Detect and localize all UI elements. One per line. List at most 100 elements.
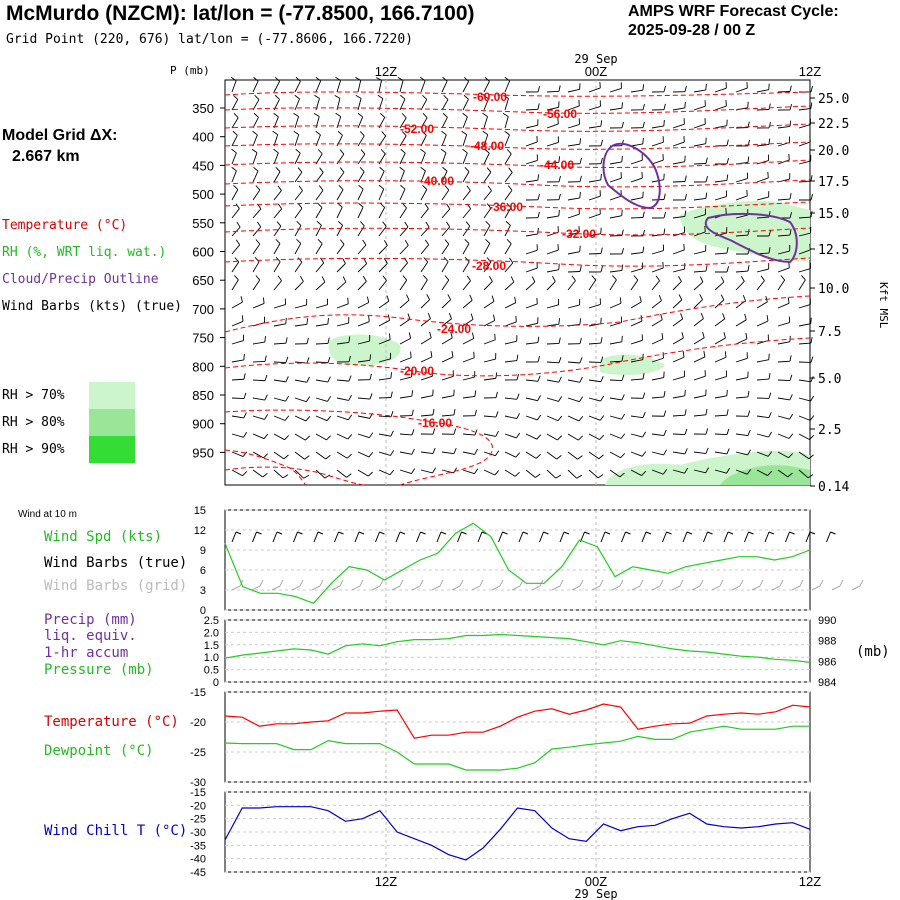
surface-barb-feather — [789, 531, 795, 535]
wind-barb-feather — [305, 435, 310, 441]
panel-tick-label: 1.5 — [204, 640, 219, 652]
wind-barb-staff — [567, 105, 580, 111]
wind-barb-feather — [663, 410, 667, 417]
height-axis-label: Kft MSL — [877, 282, 890, 329]
wind-barb-feather — [726, 409, 729, 416]
wind-barb-staff — [420, 261, 429, 273]
wind-barb-feather — [254, 95, 260, 100]
wind-barb-feather — [296, 238, 302, 244]
wind-barb-feather — [789, 413, 794, 420]
wind-barb-feather — [515, 452, 521, 458]
wind-barb-staff — [336, 341, 349, 345]
wind-barb-staff — [399, 207, 407, 219]
wind-barb-feather — [726, 174, 729, 181]
wind-barb-feather — [663, 193, 666, 200]
wind-barb-staff — [693, 299, 703, 309]
wind-barb-staff — [504, 207, 512, 219]
contour-minus36 — [224, 201, 811, 210]
wind-barb-feather — [556, 455, 562, 460]
wind-barb-staff — [231, 378, 245, 381]
grid-barb-feather — [739, 579, 744, 587]
wind-barb-feather — [432, 428, 436, 435]
wind-barb-staff — [294, 451, 305, 460]
wind-barb-feather — [621, 229, 624, 236]
wind-barb-staff — [756, 415, 769, 419]
bottom-date-label: 29 Sep — [574, 887, 617, 900]
wind-barb-feather — [663, 211, 666, 219]
wind-barb-feather — [461, 130, 467, 135]
wind-barb-feather — [642, 103, 645, 110]
wind-barb-feather — [263, 433, 269, 439]
wind-barb-feather — [535, 473, 541, 478]
wind-barb-feather — [348, 414, 353, 421]
wind-barb-feather — [489, 276, 493, 282]
wind-barb-staff — [504, 321, 517, 327]
wind-barb-staff — [294, 397, 307, 403]
surface-barb-staff — [539, 531, 544, 543]
wind-barb-feather — [788, 433, 794, 439]
wind-barb-staff — [273, 81, 281, 93]
wind-barb-staff — [399, 357, 412, 363]
wind-barb-staff — [735, 319, 747, 327]
wind-barb-staff — [294, 116, 299, 129]
temperature-panel-frame — [224, 691, 811, 783]
wind-barb-feather — [506, 239, 512, 245]
wind-barb-staff — [777, 250, 790, 255]
wind-barb-feather — [531, 276, 536, 283]
wind-barb-staff — [294, 415, 307, 422]
wind-barb-feather — [275, 257, 281, 263]
wind-barb-feather — [306, 318, 309, 325]
wind-barb-staff — [504, 415, 517, 420]
wind-barb-feather — [243, 431, 248, 438]
height-ticks: 25.0 22.5 20.0 17.5 15.0 12.5 10.0 7.5 5.0 2.5 0.1… — [810, 92, 849, 495]
wind-barb-feather — [381, 131, 386, 137]
forecast-cycle-time: 2025-09-28 / 00 Z — [628, 22, 756, 39]
wind-barb-staff — [294, 190, 303, 201]
panel-tick-label: -30 — [190, 777, 206, 789]
wind-barb-staff — [315, 189, 324, 201]
grid-barb-feather — [799, 579, 804, 587]
wind-barb-staff — [735, 433, 748, 437]
wind-barb-staff — [672, 318, 683, 327]
wind-barb-feather — [579, 318, 582, 325]
surface-barb-staff — [498, 531, 503, 543]
wind-barb-feather — [273, 112, 279, 118]
wind-barb-staff — [777, 379, 791, 382]
wind-barb-staff — [378, 280, 387, 291]
wind-barb-staff — [483, 358, 496, 363]
cloud-outline-2 — [704, 212, 798, 264]
wind-barb-feather — [495, 450, 500, 456]
wind-barb-staff — [462, 451, 475, 455]
wind-barb-feather — [283, 454, 289, 460]
wind-barb-staff — [504, 340, 517, 345]
wind-barb-staff — [504, 262, 514, 273]
wind-barb-staff — [441, 99, 449, 111]
wind-barb-staff — [315, 172, 324, 183]
wind-barb-feather — [516, 413, 520, 419]
grid-barb-staff — [751, 585, 761, 591]
wind-barb-feather — [747, 265, 750, 272]
wind-barb-feather — [642, 84, 645, 91]
wind-barb-staff — [588, 379, 601, 383]
wind-barb-staff — [504, 116, 509, 129]
wind-barb-feather — [348, 355, 351, 362]
wind-barb-staff — [231, 189, 239, 201]
wind-barb-staff — [546, 361, 560, 364]
wind-barb-feather — [789, 355, 792, 362]
wind-barb-staff — [672, 469, 685, 474]
pressure-tick-label: 350 — [192, 101, 214, 116]
wind-barb-feather — [256, 221, 262, 228]
contour-minus28 — [224, 257, 811, 267]
wind-barb-feather — [453, 428, 457, 435]
wind-barb-staff — [357, 415, 370, 419]
wind-barb-feather — [357, 112, 363, 118]
wind-barb-feather — [600, 265, 603, 273]
wind-barb-feather — [472, 332, 475, 339]
wind-barb-staff — [672, 232, 685, 237]
wind-barb-feather — [236, 221, 241, 228]
wind-barb-feather — [274, 94, 280, 100]
wind-barb-feather — [767, 451, 773, 457]
wind-barb-feather — [379, 166, 385, 172]
wind-barb-feather — [255, 275, 261, 281]
